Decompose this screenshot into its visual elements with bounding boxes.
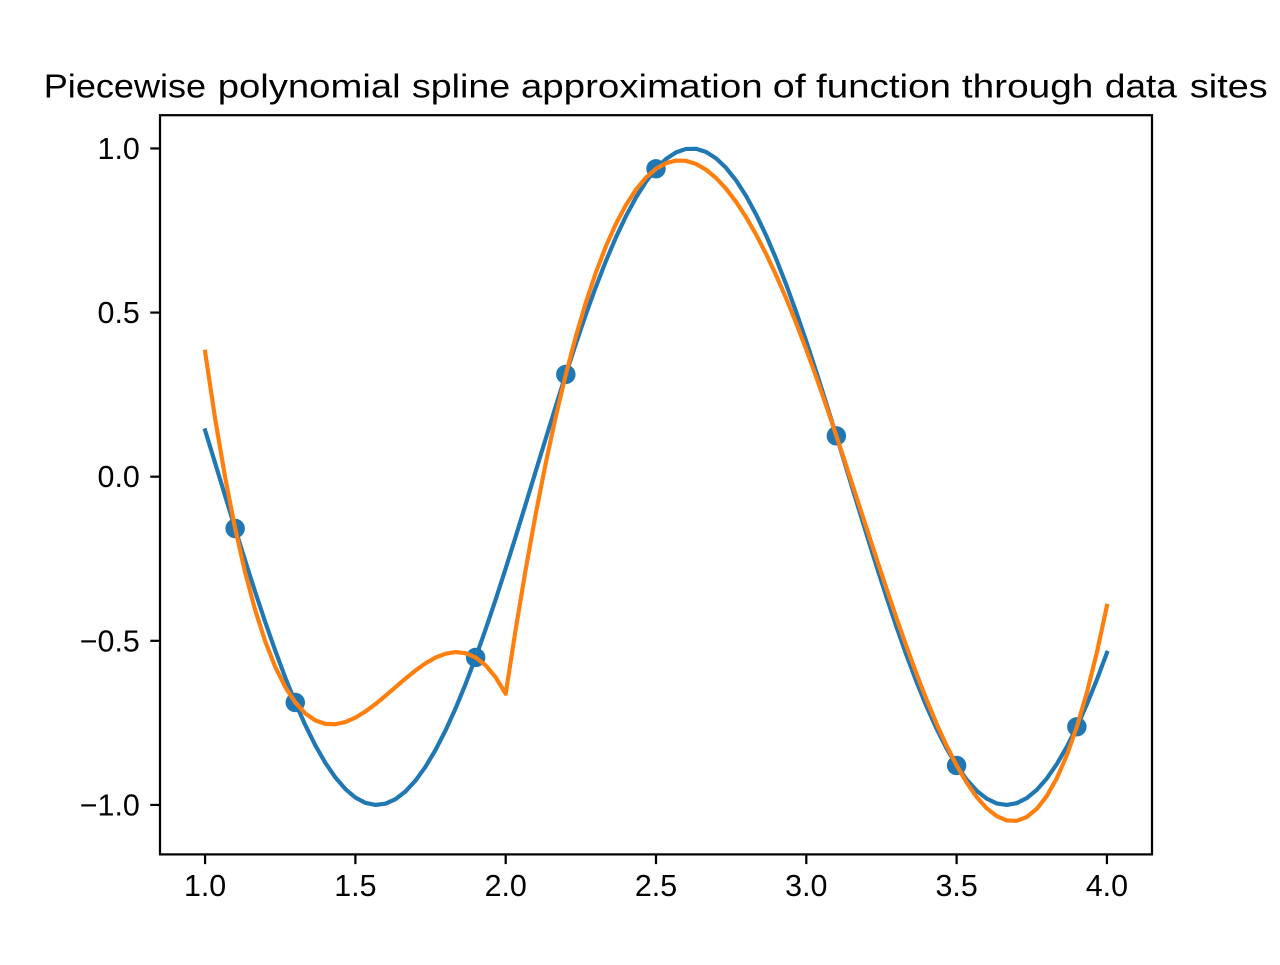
svg-text:of: of	[773, 67, 807, 104]
svg-text:Piecewise: Piecewise	[44, 69, 206, 105]
svg-text:spline: spline	[412, 67, 510, 105]
svg-text:polynomial: polynomial	[218, 68, 401, 105]
svg-text:data: data	[1105, 68, 1177, 105]
svg-text:−0.5: −0.5	[80, 624, 140, 658]
svg-text:3.0: 3.0	[785, 869, 827, 903]
svg-text:1.5: 1.5	[334, 869, 376, 903]
svg-text:approximation: approximation	[521, 67, 763, 105]
svg-text:through: through	[962, 67, 1093, 105]
svg-text:function: function	[816, 67, 951, 105]
svg-text:1.0: 1.0	[98, 132, 140, 166]
svg-text:−1.0: −1.0	[80, 788, 140, 822]
svg-text:2.5: 2.5	[635, 869, 677, 903]
svg-text:0.5: 0.5	[98, 296, 140, 330]
svg-text:sites: sites	[1190, 67, 1268, 104]
svg-text:1.0: 1.0	[184, 869, 226, 903]
svg-text:4.0: 4.0	[1086, 869, 1128, 903]
svg-text:3.5: 3.5	[935, 869, 977, 903]
svg-text:0.0: 0.0	[98, 460, 140, 494]
svg-text:2.0: 2.0	[485, 869, 527, 903]
